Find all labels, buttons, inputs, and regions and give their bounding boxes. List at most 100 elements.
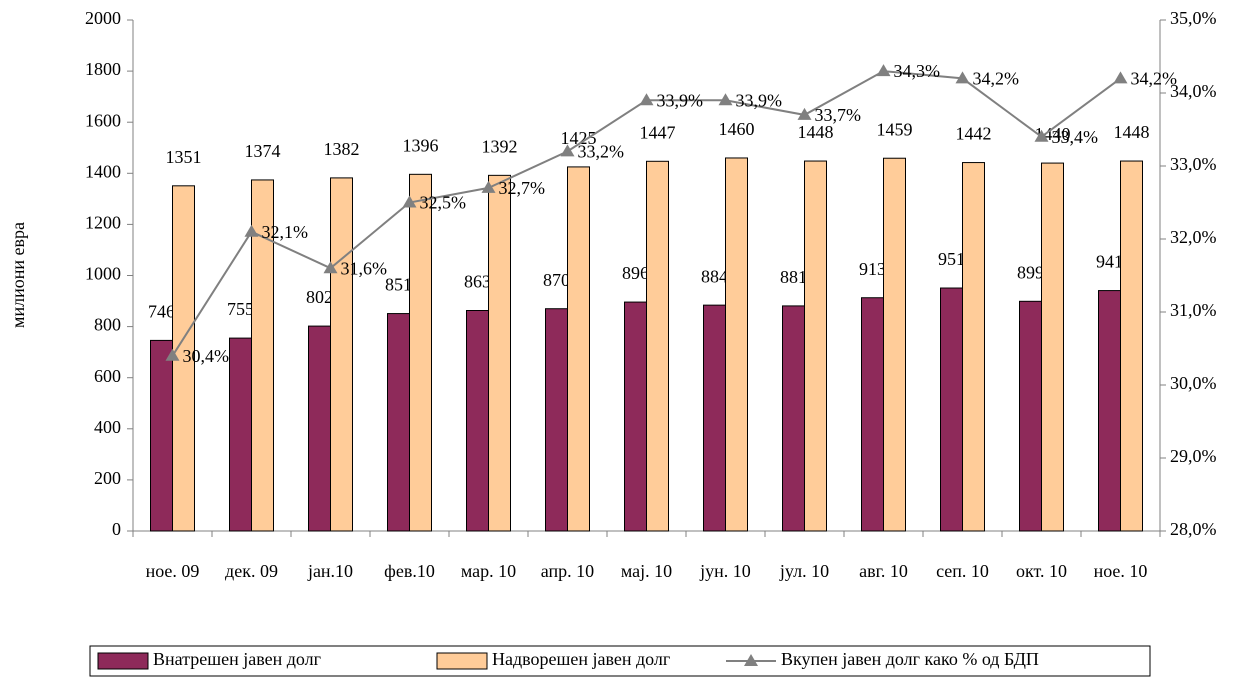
line-value-label: 33,9% xyxy=(736,90,783,110)
line-marker xyxy=(402,195,417,208)
bar xyxy=(308,325,331,532)
x-tick-label: авг. 10 xyxy=(859,561,908,581)
bar xyxy=(782,305,805,532)
bar-value-label: 1447 xyxy=(640,122,676,142)
bar-value-label: 884 xyxy=(701,266,728,286)
bar xyxy=(624,301,647,532)
line-value-label: 33,4% xyxy=(1052,127,1099,147)
y-axis-label: милиони евра xyxy=(8,222,28,328)
legend-swatch xyxy=(97,652,149,670)
y-tick-label: 200 xyxy=(94,468,121,488)
x-tick-label: мар. 10 xyxy=(461,561,516,581)
line-marker xyxy=(1034,129,1049,142)
bar xyxy=(409,173,432,532)
bar-value-label: 896 xyxy=(622,263,649,283)
line-value-label: 34,2% xyxy=(973,69,1020,89)
bar-value-label: 881 xyxy=(780,267,807,287)
legend-label: Надворешен јавен долг xyxy=(492,649,670,669)
x-tick-label: фев.10 xyxy=(384,561,435,581)
legend-marker xyxy=(744,654,758,666)
bar-value-label: 1425 xyxy=(561,128,597,148)
y-tick-label: 1200 xyxy=(85,213,121,233)
bar-value-label: 1448 xyxy=(1114,122,1150,142)
bar xyxy=(1019,300,1042,532)
bar-value-label: 802 xyxy=(306,287,333,307)
bar-value-label: 1459 xyxy=(877,119,913,139)
line-value-label: 32,5% xyxy=(420,193,467,213)
line-value-label: 33,2% xyxy=(578,142,625,162)
legend-label: Внатрешен јавен долг xyxy=(153,649,321,669)
bar xyxy=(387,313,410,532)
bar xyxy=(1120,160,1143,532)
legend-label: Вкупен јавен долг како % од БДП xyxy=(781,649,1039,669)
legend-swatch xyxy=(436,652,488,670)
line-marker xyxy=(1113,71,1128,84)
line-value-label: 32,1% xyxy=(262,222,309,242)
line-marker xyxy=(560,144,575,157)
bar-value-label: 1351 xyxy=(166,147,202,167)
bar xyxy=(567,166,590,532)
line-marker xyxy=(718,93,733,106)
line-value-label: 32,7% xyxy=(499,178,546,198)
y2-tick-label: 29,0% xyxy=(1170,446,1217,466)
y2-tick-label: 34,0% xyxy=(1170,81,1217,101)
line-marker xyxy=(639,93,654,106)
line-marker xyxy=(955,71,970,84)
x-tick-label: јун. 10 xyxy=(699,561,751,581)
x-tick-label: јан.10 xyxy=(307,561,353,581)
bar xyxy=(940,287,963,532)
bar-value-label: 863 xyxy=(464,272,491,292)
line-marker xyxy=(797,107,812,120)
bar xyxy=(725,157,748,532)
bar-value-label: 1382 xyxy=(324,139,360,159)
y2-tick-label: 35,0% xyxy=(1170,8,1217,28)
bar-value-label: 746 xyxy=(148,302,175,322)
y2-tick-label: 33,0% xyxy=(1170,154,1217,174)
bar-value-label: 1392 xyxy=(482,136,518,156)
bar xyxy=(646,160,669,532)
x-tick-label: јул. 10 xyxy=(779,561,829,581)
bar-value-label: 851 xyxy=(385,275,412,295)
bar xyxy=(545,308,568,532)
line-marker xyxy=(323,261,338,274)
line-marker xyxy=(244,224,259,237)
bar-value-label: 755 xyxy=(227,299,254,319)
y-tick-label: 1000 xyxy=(85,264,121,284)
bar-value-label: 1460 xyxy=(719,119,755,139)
line-value-label: 30,4% xyxy=(183,346,230,366)
bar-value-label: 1396 xyxy=(403,135,439,155)
line-value-label: 34,2% xyxy=(1131,69,1178,89)
x-tick-label: ное. 09 xyxy=(146,561,200,581)
bar xyxy=(330,177,353,532)
bar xyxy=(703,304,726,532)
bar xyxy=(229,337,252,532)
line-value-label: 34,3% xyxy=(894,61,941,81)
x-tick-label: ное. 10 xyxy=(1094,561,1148,581)
x-tick-label: сеп. 10 xyxy=(936,561,989,581)
bar xyxy=(466,310,489,532)
line-marker xyxy=(165,348,180,361)
line-marker xyxy=(876,64,891,77)
line-value-label: 33,9% xyxy=(657,90,704,110)
y-tick-label: 800 xyxy=(94,315,121,335)
x-tick-label: апр. 10 xyxy=(541,561,594,581)
bar-value-label: 913 xyxy=(859,259,886,279)
y-tick-label: 1800 xyxy=(85,59,121,79)
line-value-label: 31,6% xyxy=(341,258,388,278)
bar xyxy=(1041,162,1064,532)
bar-value-label: 1448 xyxy=(798,122,834,142)
bar xyxy=(962,162,985,532)
y2-tick-label: 30,0% xyxy=(1170,373,1217,393)
bar xyxy=(1098,290,1121,532)
y-tick-label: 600 xyxy=(94,366,121,386)
x-tick-label: дек. 09 xyxy=(225,561,278,581)
y-tick-label: 1400 xyxy=(85,161,121,181)
y2-tick-label: 31,0% xyxy=(1170,300,1217,320)
x-tick-label: окт. 10 xyxy=(1016,561,1067,581)
bar-value-label: 870 xyxy=(543,270,570,290)
line-marker xyxy=(481,180,496,193)
y-tick-label: 400 xyxy=(94,417,121,437)
bar xyxy=(488,174,511,532)
